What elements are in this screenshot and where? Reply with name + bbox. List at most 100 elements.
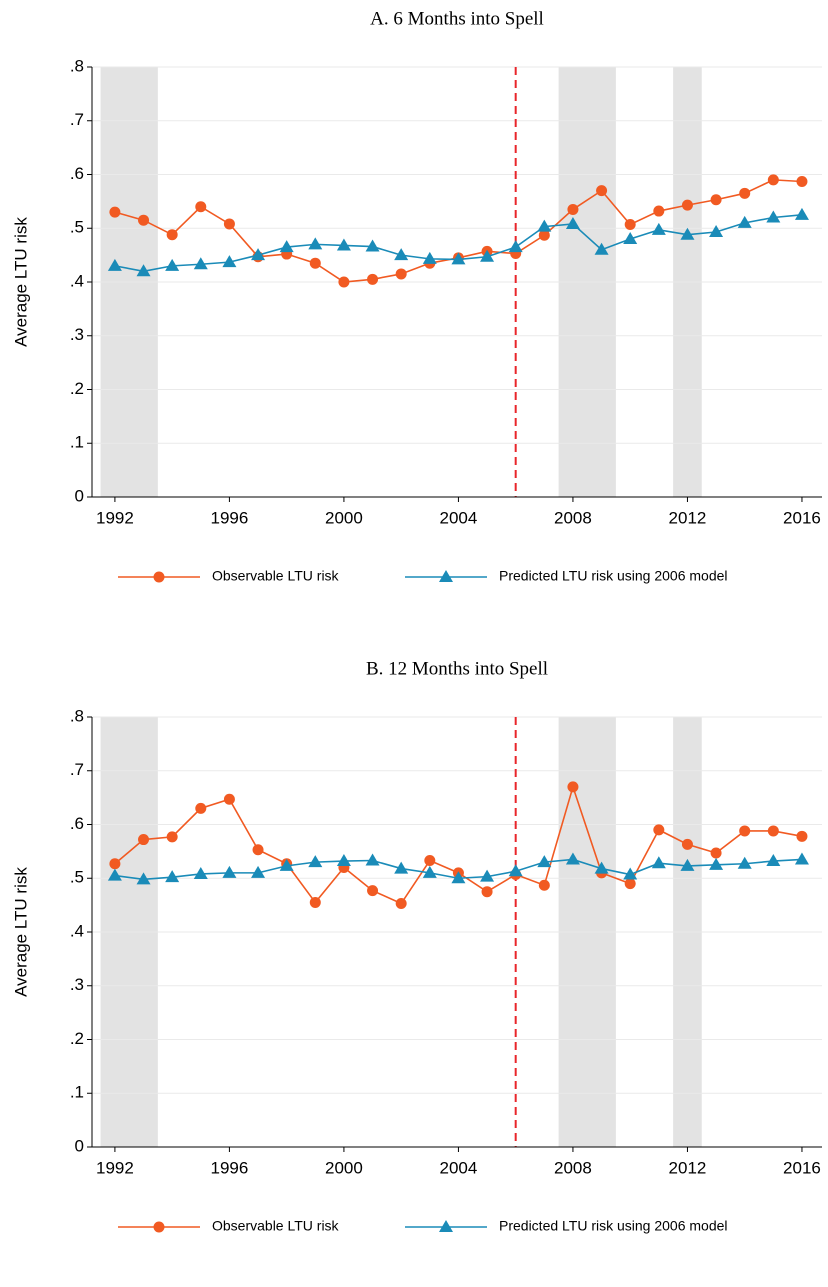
triangle-marker [279,858,294,871]
y-tick-label: .5 [70,218,84,237]
triangle-marker [594,861,609,874]
circle-marker [166,831,178,843]
y-tick-label: .4 [70,921,84,940]
x-tick-label: 2012 [669,508,707,527]
legend-label: Observable LTU risk [212,568,340,584]
x-tick-label: 2000 [325,1158,363,1177]
legend-label: Predicted LTU risk using 2006 model [499,568,728,584]
y-tick-label: .8 [70,706,84,725]
circle-marker [739,825,751,837]
triangle-marker [422,865,437,878]
triangle-marker [107,258,122,271]
triangle-marker [737,215,752,228]
circle-marker [567,203,579,215]
circle-marker [223,793,235,805]
x-tick-label: 1992 [96,1158,134,1177]
triangle-marker [537,219,552,232]
circle-marker [681,838,693,850]
triangle-marker [766,210,781,223]
legend-label: Predicted LTU risk using 2006 model [499,1218,728,1234]
y-tick-label: .7 [70,110,84,129]
circle-marker [309,257,321,269]
circle-marker [109,858,121,870]
y-tick-label: 0 [75,486,84,505]
y-tick-label: .7 [70,760,84,779]
x-tick-label: 2000 [325,508,363,527]
x-tick-label: 1996 [210,508,248,527]
circle-marker [538,879,550,891]
circle-marker [338,276,350,288]
chart-title: A. 6 Months into Spell [370,8,544,29]
x-tick-label: 2016 [783,508,821,527]
triangle-marker [623,232,638,244]
triangle-marker [565,852,580,865]
circle-marker [153,571,165,583]
triangle-marker [365,239,380,252]
circle-marker [395,898,407,910]
triangle-marker [308,237,323,250]
triangle-marker [794,207,809,220]
circle-marker [109,206,121,218]
x-tick-label: 2004 [440,508,478,527]
circle-marker [624,878,636,890]
triangle-marker [136,264,151,277]
circle-marker [195,802,207,814]
triangle-marker [107,868,122,881]
y-axis-label: Average LTU risk [11,867,30,997]
circle-marker [166,229,178,241]
triangle-marker [222,865,237,878]
triangle-marker [680,858,695,871]
chart-panel: B. 12 Months into Spell Average LTU risk 0… [11,658,822,1234]
triangle-marker [451,252,466,265]
circle-marker [624,218,636,230]
triangle-marker [766,854,781,867]
x-tick-label: 2012 [669,1158,707,1177]
y-tick-label: .3 [70,325,84,344]
circle-marker [653,824,665,836]
circle-marker [153,1221,165,1233]
triangle-marker [709,225,724,238]
triangle-marker [651,856,666,869]
circle-marker [424,855,436,867]
circle-marker [309,896,321,908]
y-tick-label: .1 [70,433,84,452]
triangle-marker [365,853,380,866]
x-tick-label: 2008 [554,508,592,527]
y-tick-label: 0 [75,1136,84,1155]
circle-marker [223,218,235,230]
triangle-marker [165,258,180,271]
triangle-marker [136,872,151,885]
triangle-marker [336,238,351,251]
triangle-marker [537,855,552,868]
y-tick-label: .2 [70,1029,84,1048]
circle-marker [252,844,264,856]
triangle-marker [439,1220,453,1232]
y-tick-label: .4 [70,271,84,290]
triangle-marker [165,870,180,883]
triangle-marker [193,866,208,879]
y-tick-label: .6 [70,814,84,833]
triangle-marker [508,240,523,253]
circle-marker [710,194,722,206]
circle-marker [653,205,665,217]
y-axis-label: Average LTU risk [11,217,30,347]
circle-marker [395,268,407,280]
circle-marker [767,174,779,186]
y-tick-label: .1 [70,1083,84,1102]
triangle-marker [394,248,409,261]
triangle-marker [439,570,453,582]
circle-marker [367,885,379,897]
chart-title: B. 12 Months into Spell [366,658,548,679]
triangle-marker [794,852,809,865]
y-tick-label: .5 [70,868,84,887]
circle-marker [195,201,207,213]
triangle-marker [251,248,266,261]
triangle-marker [251,865,266,878]
circle-marker [767,825,779,837]
circle-marker [796,175,808,187]
triangle-marker [565,216,580,229]
triangle-marker [709,857,724,870]
triangle-marker [308,855,323,868]
circle-marker [796,830,808,842]
